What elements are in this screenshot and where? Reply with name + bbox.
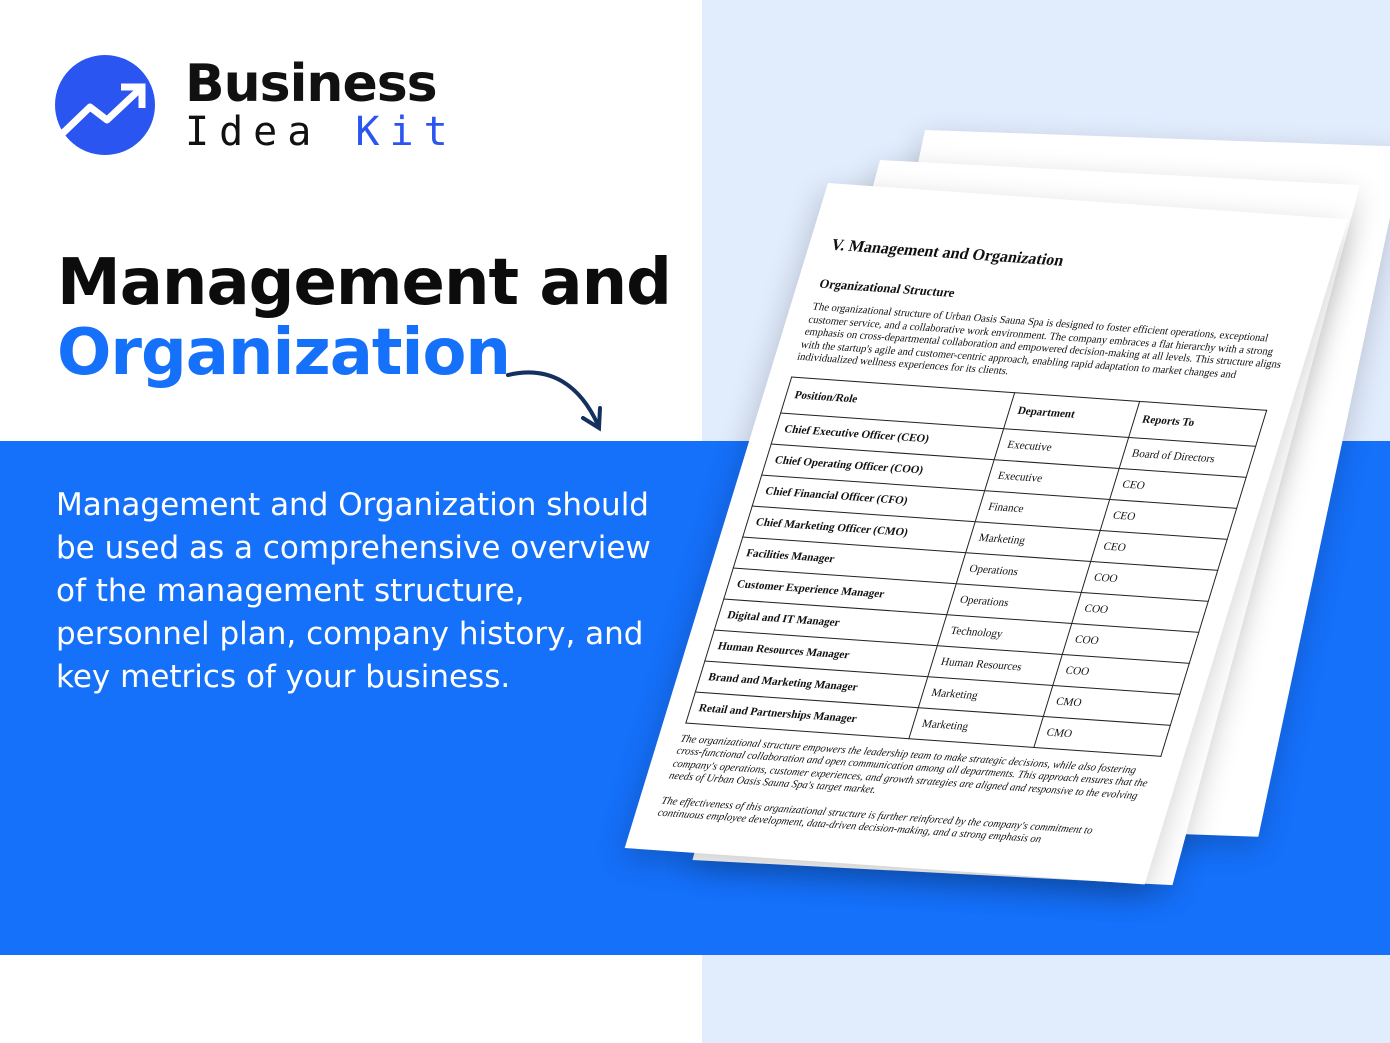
title-line-1: Management and bbox=[57, 246, 672, 320]
title-line-2: Organization bbox=[57, 316, 511, 390]
brand-kit: Kit bbox=[355, 109, 458, 155]
brand-idea: Idea bbox=[185, 109, 322, 155]
doc-title: V. Management and Organization bbox=[828, 236, 1066, 270]
page-title: Management and Organization bbox=[57, 246, 672, 390]
brand-name: Business bbox=[185, 54, 438, 114]
logo: Business Idea Kit bbox=[55, 55, 458, 155]
org-table: Position/Role Department Reports To Chief … bbox=[685, 376, 1267, 756]
trend-chart-icon bbox=[55, 55, 155, 155]
curved-arrow-icon bbox=[506, 370, 602, 432]
description: Management and Organization should be us… bbox=[56, 487, 651, 695]
